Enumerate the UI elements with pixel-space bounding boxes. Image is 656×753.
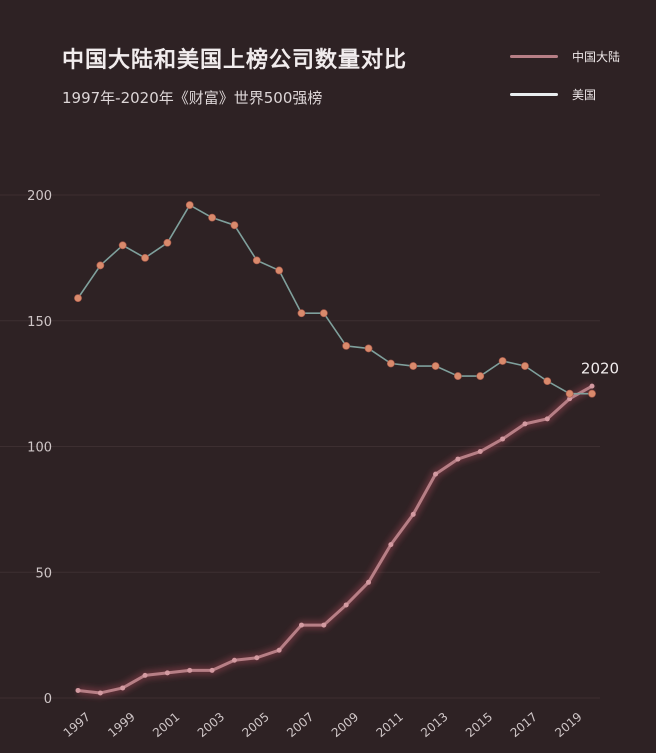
- data-point-china: [276, 647, 282, 653]
- data-point-china: [120, 685, 126, 691]
- x-tick-label: 2009: [329, 710, 361, 740]
- data-point-usa: [342, 341, 351, 350]
- data-point-usa: [208, 213, 216, 222]
- data-point-china: [366, 579, 372, 585]
- data-point-china: [477, 449, 483, 455]
- x-tick-label: 2011: [374, 710, 406, 740]
- data-point-china: [187, 667, 193, 673]
- data-point-usa: [409, 362, 418, 370]
- chart-title: 中国大陆和美国上榜公司数量对比: [62, 48, 408, 73]
- data-point-usa: [454, 372, 462, 380]
- x-tick-label: 2003: [195, 710, 227, 740]
- data-point-china: [164, 670, 170, 676]
- data-point-usa: [275, 266, 284, 275]
- y-tick-label: 150: [27, 315, 52, 330]
- data-point-usa: [163, 238, 172, 247]
- data-point-china: [75, 687, 81, 693]
- legend: 中国大陆 美国: [510, 45, 620, 121]
- data-point-usa: [185, 201, 194, 209]
- data-point-china: [544, 416, 550, 422]
- data-point-usa: [543, 377, 552, 386]
- legend-item-china: 中国大陆: [510, 45, 620, 67]
- data-point-usa: [252, 256, 261, 265]
- data-point-china: [321, 622, 327, 628]
- data-point-china: [410, 511, 416, 517]
- y-tick-label: 0: [44, 692, 52, 707]
- data-point-usa: [431, 362, 440, 370]
- data-point-china: [97, 690, 103, 696]
- data-point-usa: [386, 359, 395, 368]
- x-tick-label: 2019: [552, 710, 584, 740]
- legend-label-china: 中国大陆: [572, 49, 621, 64]
- data-point-usa: [364, 344, 373, 353]
- data-point-china: [209, 667, 215, 673]
- annotation-2020: 2020: [581, 360, 619, 378]
- data-point-china: [589, 383, 595, 389]
- data-point-china: [433, 471, 439, 477]
- data-point-china: [142, 672, 148, 678]
- x-tick-label: 1999: [105, 710, 137, 740]
- data-point-china: [388, 542, 394, 548]
- data-point-usa: [498, 357, 507, 365]
- data-point-china: [455, 456, 461, 462]
- series-usa-line: [77, 204, 592, 395]
- data-point-china: [231, 657, 237, 663]
- data-point-usa: [118, 241, 127, 250]
- data-point-usa: [588, 389, 596, 398]
- data-point-china: [298, 622, 304, 628]
- series-china-line: [77, 384, 593, 695]
- x-tick-label: 1997: [61, 710, 93, 740]
- data-point-usa: [74, 294, 82, 303]
- data-point-usa: [230, 221, 239, 230]
- y-tick-label: 100: [27, 441, 52, 456]
- data-point-china: [500, 436, 506, 442]
- x-tick-label: 2013: [418, 710, 450, 740]
- legend-label-usa: 美国: [572, 87, 597, 102]
- data-point-usa: [319, 309, 328, 318]
- data-point-china: [254, 655, 260, 661]
- data-point-china: [522, 421, 528, 427]
- data-point-usa: [141, 253, 149, 262]
- chart-subtitle: 1997年-2020年《财富》世界500强榜: [62, 89, 323, 107]
- data-point-china: [567, 396, 573, 402]
- data-point-usa: [565, 389, 574, 398]
- x-tick-label: 2017: [508, 710, 540, 740]
- data-point-china: [343, 602, 349, 608]
- data-point-usa: [297, 309, 306, 318]
- legend-swatch-china: [510, 54, 558, 58]
- y-tick-label: 50: [35, 566, 52, 581]
- data-point-usa: [521, 362, 529, 370]
- x-tick-label: 2001: [150, 710, 182, 740]
- data-point-usa: [96, 261, 105, 270]
- legend-item-usa: 美国: [510, 83, 620, 105]
- y-tick-label: 200: [27, 189, 52, 204]
- x-tick-label: 2007: [284, 710, 316, 740]
- x-tick-label: 2015: [463, 710, 495, 740]
- x-tick-label: 2005: [239, 710, 271, 740]
- legend-swatch-usa: [510, 92, 558, 96]
- data-point-usa: [476, 372, 485, 380]
